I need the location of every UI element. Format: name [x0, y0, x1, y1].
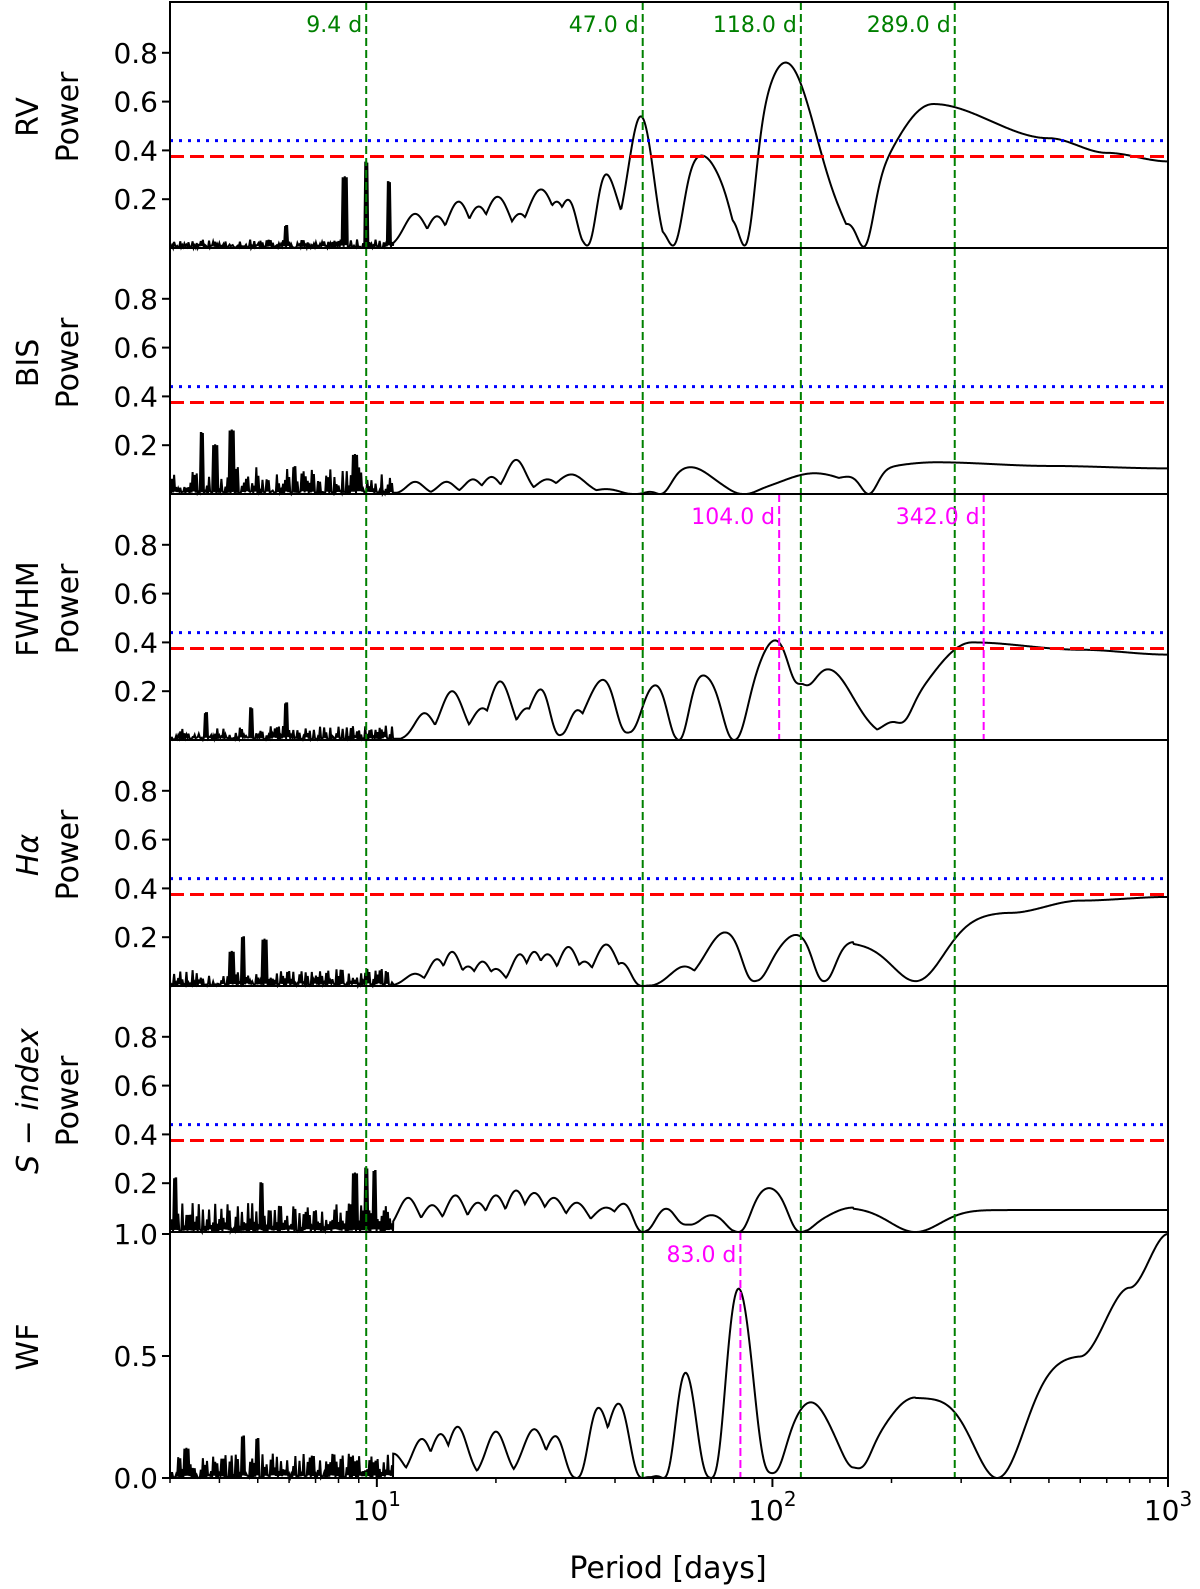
y-tick-label: 0.6 — [113, 1070, 158, 1103]
y-axis-sublabel: Power — [51, 809, 86, 900]
y-tick-label: 0.6 — [113, 578, 158, 611]
panel-wf: 83.0 d 0.0 0.5 1.0 WF — [11, 1218, 1169, 1495]
periodogram-line-fwhm — [169, 639, 1168, 743]
panel-frame-halpha — [169, 739, 1169, 987]
period-annotation: 289.0 d — [867, 13, 951, 38]
period-annotation: 104.0 d — [691, 505, 775, 530]
period-annotation: 9.4 d — [306, 13, 362, 38]
y-tick-label: 0.8 — [113, 1021, 158, 1054]
y-tick-label: 0.5 — [113, 1340, 158, 1373]
period-annotation: 83.0 d — [666, 1243, 736, 1268]
y-tick-label: 0.2 — [113, 921, 158, 954]
period-annotation: 342.0 d — [896, 505, 980, 530]
panel-sindex: 0.2 0.4 0.6 0.8 S − index Power — [11, 985, 1169, 1236]
y-tick-label: 0.8 — [113, 37, 158, 70]
panel-rv: 9.4 d 47.0 d 118.0 d 289.0 d 0.2 0.4 0.6 0.8 RV P… — [11, 1, 1169, 252]
y-axis-label: BIS — [11, 339, 46, 387]
panel-bis: 0.2 0.4 0.6 0.8 BIS Power — [11, 247, 1169, 498]
periodogram-line-bis — [169, 429, 1168, 498]
panel-frame-fwhm — [169, 493, 1169, 741]
y-axis-sublabel: Power — [51, 1055, 86, 1146]
y-tick-label: 0.6 — [113, 332, 158, 365]
y-axis-label: FWHM — [11, 561, 46, 656]
y-tick-label: 0.0 — [113, 1462, 158, 1495]
periodogram-line-rv — [169, 61, 1169, 252]
period-annotation: 118.0 d — [713, 13, 797, 38]
y-axis-sublabel: Power — [51, 317, 86, 408]
panel-frame-sindex — [169, 985, 1169, 1233]
panel-halpha: 0.2 0.4 0.6 0.8 Hα Power — [11, 739, 1169, 990]
y-tick-label: 0.8 — [113, 283, 158, 316]
periodogram-line-sindex — [169, 1167, 1168, 1236]
x-axis-label: Period [days] — [569, 1551, 766, 1586]
y-tick-label: 0.2 — [113, 1167, 158, 1200]
y-tick-label: 0.6 — [113, 824, 158, 857]
panel-frame-wf — [169, 1231, 1169, 1479]
y-tick-label: 0.4 — [113, 1118, 158, 1151]
y-tick-label: 0.4 — [113, 626, 158, 659]
period-annotation: 47.0 d — [569, 13, 639, 38]
panels: 9.4 d 47.0 d 118.0 d 289.0 d0.20.40.60.8RV P… — [11, 1, 1169, 1495]
panel-frame-rv — [169, 1, 1169, 249]
y-tick-label: 0.2 — [113, 675, 158, 708]
x-tick-label: 103 — [1144, 1487, 1192, 1527]
y-tick-label: 0.6 — [113, 86, 158, 119]
panel-frame-bis — [169, 247, 1169, 495]
y-axis-label: WF — [11, 1324, 46, 1371]
x-axis: 101 102 103 — [169, 1478, 1192, 1527]
y-axis-sublabel: Power — [51, 563, 86, 654]
x-tick-label: 101 — [353, 1487, 401, 1527]
y-tick-label: 0.8 — [113, 529, 158, 562]
y-axis-label: Hα — [11, 834, 46, 877]
y-tick-label: 1.0 — [113, 1218, 158, 1251]
y-tick-label: 0.4 — [113, 134, 158, 167]
y-tick-label: 0.2 — [113, 183, 158, 216]
y-axis-label: S − index — [11, 1028, 46, 1174]
y-axis-label: RV — [11, 97, 46, 137]
y-tick-label: 0.2 — [113, 429, 158, 462]
y-tick-label: 0.8 — [113, 775, 158, 808]
periodogram-line-halpha — [169, 895, 1168, 990]
y-tick-label: 0.4 — [113, 872, 158, 905]
y-tick-label: 0.4 — [113, 380, 158, 413]
x-tick-label: 102 — [748, 1487, 796, 1527]
y-axis-sublabel: Power — [51, 71, 86, 162]
panel-fwhm: 104.0 d 342.0 d 0.2 0.4 0.6 0.8 FWHM Power — [11, 493, 1169, 743]
periodogram-line-wf — [169, 1233, 1169, 1482]
